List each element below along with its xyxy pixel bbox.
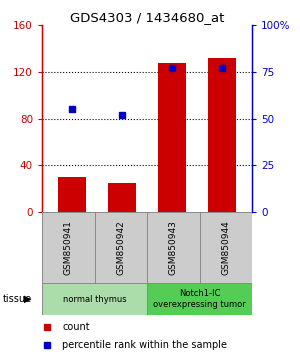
Text: count: count xyxy=(62,322,90,332)
Bar xyxy=(208,58,236,212)
Text: GSM850942: GSM850942 xyxy=(116,221,125,275)
Bar xyxy=(147,212,200,283)
Text: GSM850943: GSM850943 xyxy=(169,220,178,275)
Bar xyxy=(200,212,252,283)
Text: GSM850944: GSM850944 xyxy=(221,221,230,275)
Text: ▶: ▶ xyxy=(24,294,32,304)
Bar xyxy=(147,283,252,315)
Bar xyxy=(94,212,147,283)
Bar xyxy=(42,283,147,315)
Bar xyxy=(42,212,94,283)
Bar xyxy=(58,177,86,212)
Text: GSM850941: GSM850941 xyxy=(64,220,73,275)
Title: GDS4303 / 1434680_at: GDS4303 / 1434680_at xyxy=(70,11,224,24)
Text: percentile rank within the sample: percentile rank within the sample xyxy=(62,340,227,350)
Text: tissue: tissue xyxy=(3,294,32,304)
Text: normal thymus: normal thymus xyxy=(63,295,126,304)
Bar xyxy=(108,183,136,212)
Text: Notch1-IC
overexpressing tumor: Notch1-IC overexpressing tumor xyxy=(153,290,246,309)
Bar xyxy=(158,63,186,212)
